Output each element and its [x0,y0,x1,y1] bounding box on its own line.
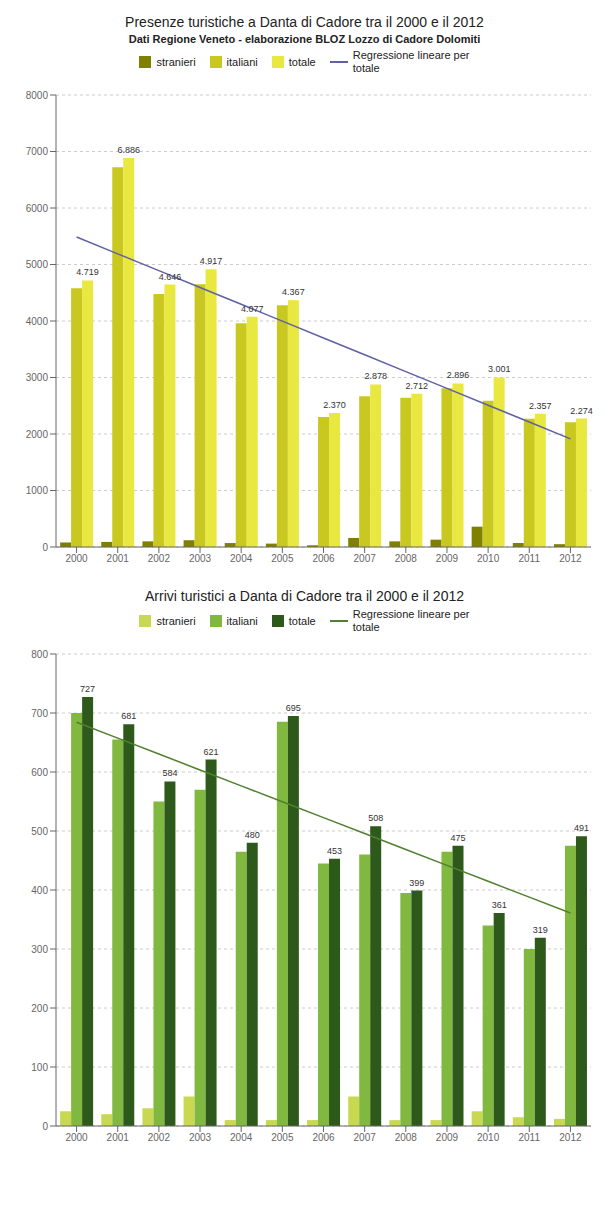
svg-text:300: 300 [31,944,48,955]
svg-text:2009: 2009 [436,553,459,564]
svg-text:500: 500 [31,826,48,837]
svg-text:2011: 2011 [519,553,541,564]
svg-text:2004: 2004 [230,553,253,564]
svg-text:2010: 2010 [477,553,500,564]
svg-text:2005: 2005 [271,553,294,564]
svg-text:2.878: 2.878 [364,371,387,381]
svg-text:695: 695 [286,703,301,713]
svg-text:2.357: 2.357 [529,401,552,411]
html-text:Dati Regione Veneto - elaboraz: Dati Regione Veneto - elaborazione BLOZ … [128,33,481,45]
svg-text:2000: 2000 [65,1132,88,1143]
svg-text:600: 600 [31,767,48,778]
html-text:totale: totale [288,55,316,68]
svg-text:2003: 2003 [189,553,212,564]
svg-text:681: 681 [121,711,136,721]
svg-text:6.886: 6.886 [118,145,141,155]
svg-text:399: 399 [409,878,424,888]
svg-text:4.719: 4.719 [76,267,99,277]
svg-text:0: 0 [42,542,48,553]
svg-text:2.274: 2.274 [570,406,593,416]
svg-text:2006: 2006 [312,553,335,564]
svg-text:453: 453 [327,846,342,856]
svg-text:0: 0 [42,1121,48,1132]
html-text:totale: totale [288,614,316,627]
svg-text:621: 621 [204,747,219,757]
svg-text:2002: 2002 [148,553,171,564]
svg-text:2012: 2012 [559,1132,582,1143]
svg-text:2003: 2003 [189,1132,212,1143]
svg-text:727: 727 [80,684,95,694]
svg-text:584: 584 [162,768,177,778]
svg-text:200: 200 [31,1003,48,1014]
svg-text:480: 480 [245,830,260,840]
svg-text:2004: 2004 [230,1132,253,1143]
svg-text:400: 400 [31,885,48,896]
svg-text:319: 319 [533,925,548,935]
svg-text:3000: 3000 [26,372,49,383]
svg-text:100: 100 [31,1062,48,1073]
html-text:Arrivi turistici a Danta di Ca: Arrivi turistici a Danta di Cadore tra i… [145,588,464,604]
svg-text:700: 700 [31,708,48,719]
html-text:Presenze turistiche a Danta di: Presenze turistiche a Danta di Cadore tr… [125,14,484,30]
svg-text:2001: 2001 [107,1132,130,1143]
svg-text:361: 361 [492,900,507,910]
svg-text:2.896: 2.896 [447,370,470,380]
svg-text:2012: 2012 [559,553,582,564]
html-text:stranieri: stranieri [156,614,196,627]
svg-text:2006: 2006 [312,1132,335,1143]
svg-text:2008: 2008 [395,553,418,564]
svg-text:2000: 2000 [26,429,49,440]
svg-text:2007: 2007 [354,553,377,564]
svg-text:2011: 2011 [519,1132,541,1143]
svg-text:508: 508 [368,813,383,823]
svg-text:7000: 7000 [26,146,49,157]
svg-text:4.917: 4.917 [200,256,223,266]
svg-text:2002: 2002 [148,1132,171,1143]
svg-text:4.077: 4.077 [241,304,264,314]
svg-text:8000: 8000 [26,90,49,101]
svg-text:2009: 2009 [436,1132,459,1143]
svg-text:2005: 2005 [271,1132,294,1143]
svg-text:3.001: 3.001 [488,364,511,374]
svg-text:4000: 4000 [26,316,49,327]
svg-text:2001: 2001 [107,553,130,564]
svg-text:800: 800 [31,649,48,660]
html-text:italiani: italiani [226,614,258,627]
html-text:Regressione lineare per totale: Regressione lineare per totale [352,608,470,633]
svg-text:4.367: 4.367 [282,287,305,297]
svg-text:2008: 2008 [395,1132,418,1143]
html-text:italiani: italiani [226,55,258,68]
svg-text:2.712: 2.712 [406,381,429,391]
svg-text:2000: 2000 [65,553,88,564]
html-text:Regressione lineare per totale: Regressione lineare per totale [352,49,470,74]
svg-text:1000: 1000 [26,485,49,496]
svg-text:2010: 2010 [477,1132,500,1143]
svg-text:5000: 5000 [26,259,49,270]
svg-text:4.646: 4.646 [159,272,182,282]
svg-text:475: 475 [450,833,465,843]
svg-text:491: 491 [574,823,589,833]
html-text:stranieri: stranieri [156,55,196,68]
svg-text:2007: 2007 [354,1132,377,1143]
svg-text:6000: 6000 [26,203,49,214]
svg-text:2.370: 2.370 [323,400,346,410]
